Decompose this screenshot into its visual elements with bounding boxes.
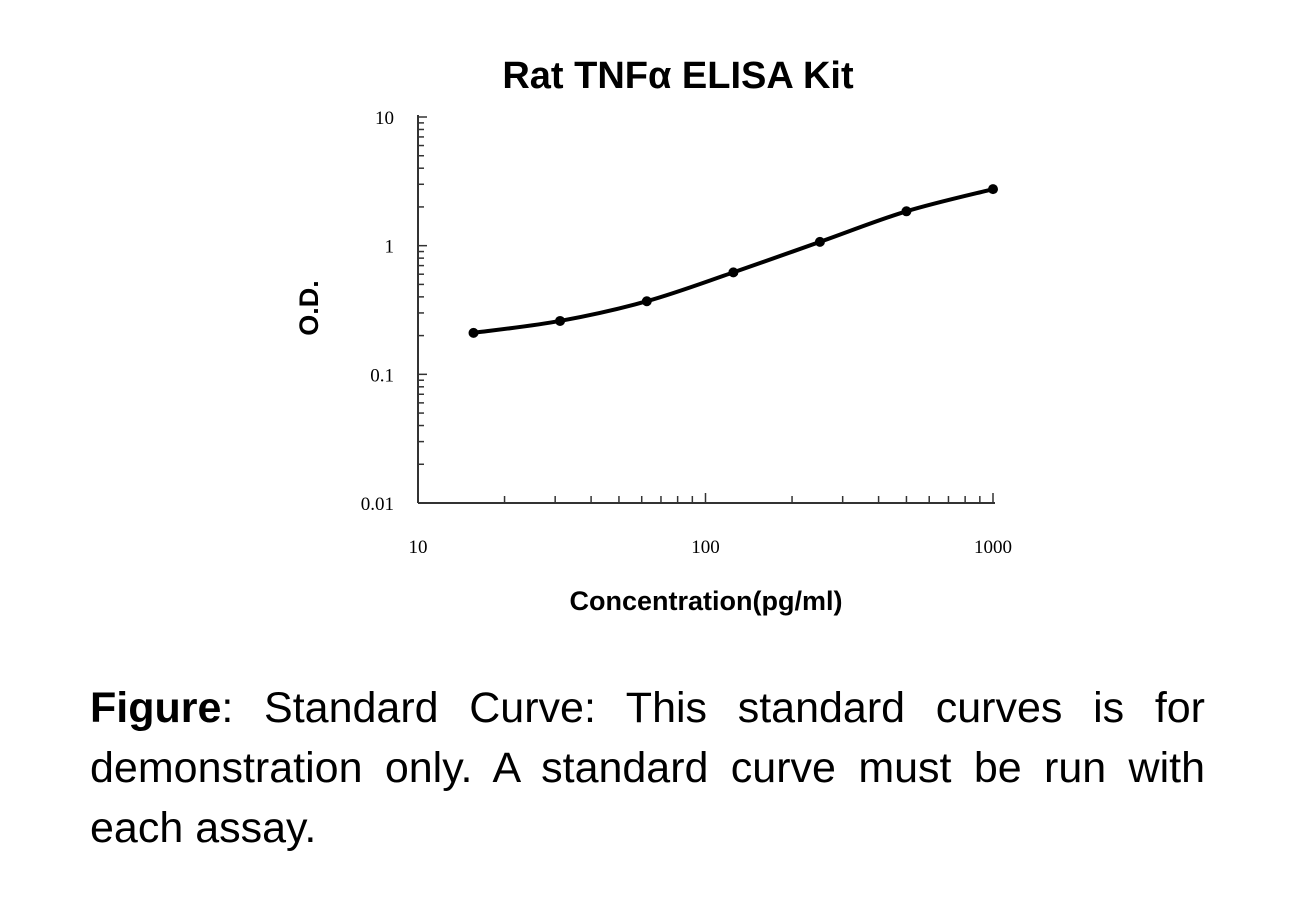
y-tick-label: 10: [375, 108, 394, 129]
series-line: [471, 187, 995, 335]
data-point: [728, 267, 739, 278]
data-point: [814, 236, 825, 247]
tick-labels: 10 100 1000 10 1 0.1 0.01: [361, 108, 1012, 558]
data-point: [641, 296, 652, 307]
x-tick-label: 10: [409, 537, 428, 558]
x-tick-label: 1000: [974, 537, 1012, 558]
y-tick-label: 1: [385, 237, 395, 258]
y-tick-label: 0.01: [361, 494, 394, 515]
axes: [417, 115, 995, 504]
x-axis-title: Concentration(pg/ml): [570, 586, 843, 616]
x-tick-label: 100: [691, 537, 720, 558]
series: [468, 184, 998, 338]
caption-lead: Figure: [90, 684, 222, 732]
y-tick-label: 0.1: [370, 365, 394, 386]
figure-caption: Figure: Standard Curve: This standard cu…: [90, 678, 1205, 858]
caption-text: : Standard Curve: This standard curves i…: [90, 684, 1205, 852]
chart: Rat TNFα ELISA Kit 10 100 1000 10 1 0.1 0.01 C…: [294, 55, 1012, 616]
data-point: [988, 184, 998, 195]
chart-title: Rat TNFα ELISA Kit: [502, 55, 854, 97]
data-point: [901, 206, 912, 217]
data-point: [555, 315, 566, 326]
ticks: [417, 116, 994, 504]
y-axis-title: O.D.: [294, 280, 324, 336]
data-point: [468, 327, 479, 338]
